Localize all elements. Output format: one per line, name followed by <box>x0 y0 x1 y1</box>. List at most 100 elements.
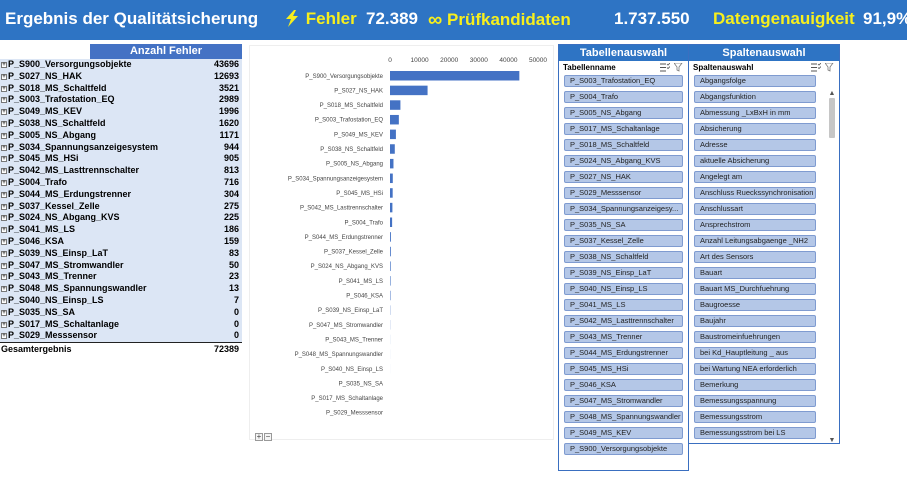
plus-expand-icon[interactable]: + <box>1 250 7 257</box>
plus-expand-icon[interactable]: + <box>1 297 7 304</box>
table-slicer-item[interactable]: P_S003_Trafostation_EQ <box>564 75 683 87</box>
column-slicer-item[interactable]: Bemerkung <box>694 379 816 391</box>
table-slicer-item[interactable]: P_S048_MS_Spannungswandler <box>564 411 683 423</box>
pivot-row[interactable]: + P_S038_NS_Schaltfeld 1620 <box>0 118 242 130</box>
pivot-row[interactable]: + P_S018_MS_Schaltfeld 3521 <box>0 83 242 95</box>
column-slicer-scrollbar[interactable]: ▲ ▼ <box>827 89 837 445</box>
plus-expand-icon[interactable]: + <box>1 238 7 245</box>
plus-expand-icon[interactable]: + <box>1 309 7 316</box>
table-slicer-item[interactable]: P_S004_Trafo <box>564 91 683 103</box>
table-slicer-item[interactable]: P_S005_NS_Abgang <box>564 107 683 119</box>
plus-expand-icon[interactable]: + <box>1 85 7 92</box>
pivot-row[interactable]: + P_S049_MS_KEV 1996 <box>0 106 242 118</box>
error-bar-chart[interactable]: 0 10000 20000 30000 40000 50000 P_S900_Versorg… <box>250 46 553 439</box>
table-slicer-item[interactable]: P_S037_Kessel_Zelle <box>564 235 683 247</box>
table-slicer-item[interactable]: P_S044_MS_Erdungstrenner <box>564 347 683 359</box>
plus-expand-icon[interactable]: + <box>1 203 7 210</box>
column-slicer-item[interactable]: Anschlussart <box>694 203 816 215</box>
table-slicer-item[interactable]: P_S046_KSA <box>564 379 683 391</box>
column-slicer-item[interactable]: bei Kd_Hauptleitung _ aus <box>694 347 816 359</box>
table-slicer-item[interactable]: P_S024_NS_Abgang_KVS <box>564 155 683 167</box>
bar[interactable] <box>390 217 393 228</box>
pivot-row[interactable]: + P_S045_MS_HSi 905 <box>0 153 242 165</box>
plus-expand-icon[interactable]: + <box>1 62 7 68</box>
pivot-row[interactable]: + P_S024_NS_Abgang_KVS 225 <box>0 212 242 224</box>
pivot-row[interactable]: + P_S040_NS_Einsp_LS 7 <box>0 295 242 307</box>
bar[interactable] <box>390 246 391 257</box>
plus-expand-icon[interactable]: + <box>1 144 7 151</box>
pivot-row[interactable]: + P_S037_Kessel_Zelle 275 <box>0 201 242 213</box>
table-slicer-item[interactable]: P_S049_MS_KEV <box>564 427 683 439</box>
column-slicer-item[interactable]: Abgangsfunktion <box>694 91 816 103</box>
scrollbar-track[interactable] <box>827 98 837 436</box>
bar[interactable] <box>390 276 391 286</box>
column-slicer-item[interactable]: Abgangsfolge <box>694 75 816 87</box>
pivot-row[interactable]: + P_S029_Messsensor 0 <box>0 330 242 342</box>
pivot-row[interactable]: + P_S005_NS_Abgang 1171 <box>0 130 242 142</box>
pivot-row[interactable]: + P_S035_NS_SA 0 <box>0 307 242 319</box>
bar[interactable] <box>390 100 401 110</box>
bar[interactable] <box>390 173 393 184</box>
bar[interactable] <box>390 261 391 271</box>
pivot-row[interactable]: + P_S041_MS_LS 186 <box>0 224 242 236</box>
plus-expand-icon[interactable]: + <box>1 274 7 281</box>
column-slicer-item[interactable]: Bemessungsstrom <box>694 411 816 423</box>
table-slicer-item[interactable]: P_S900_Versorgungsobjekte <box>564 443 683 455</box>
column-slicer-item[interactable]: Abmessung _LxBxH in mm <box>694 107 816 119</box>
pivot-row[interactable]: + P_S046_KSA 159 <box>0 236 242 248</box>
table-slicer-item[interactable]: P_S043_MS_Trenner <box>564 331 683 343</box>
scrollbar-thumb[interactable] <box>829 98 835 138</box>
bar[interactable] <box>390 232 391 242</box>
plus-expand-icon[interactable]: + <box>1 215 7 222</box>
table-slicer-item[interactable]: P_S047_MS_Stromwandler <box>564 395 683 407</box>
plus-expand-icon[interactable]: + <box>1 168 7 175</box>
pivot-row[interactable]: + P_S043_MS_Trenner 23 <box>0 271 242 283</box>
pivot-row[interactable]: + P_S004_Trafo 716 <box>0 177 242 189</box>
column-slicer-item[interactable]: Adresse <box>694 139 816 151</box>
table-slicer-item[interactable]: P_S040_NS_Einsp_LS <box>564 283 683 295</box>
bar[interactable] <box>390 188 393 198</box>
plus-expand-icon[interactable]: + <box>1 333 7 340</box>
pivot-row[interactable]: + P_S027_NS_HAK 12693 <box>0 71 242 83</box>
plus-expand-icon[interactable]: + <box>1 120 7 127</box>
table-slicer-item[interactable]: P_S039_NS_Einsp_LaT <box>564 267 683 279</box>
bar[interactable] <box>390 144 395 154</box>
pivot-column-header[interactable]: Anzahl Fehler <box>90 44 242 59</box>
table-slicer-item[interactable]: P_S034_Spannungsanzeigesy... <box>564 203 683 215</box>
column-slicer-item[interactable]: Baustromeinfuehrungen <box>694 331 816 343</box>
column-slicer-item[interactable]: Absicherung <box>694 123 816 135</box>
plus-expand-icon[interactable]: + <box>1 286 7 293</box>
collapse-all-button[interactable]: − <box>264 432 272 441</box>
plus-expand-icon[interactable]: + <box>1 191 7 198</box>
multi-select-icon[interactable] <box>811 62 822 72</box>
multi-select-icon[interactable] <box>660 62 671 72</box>
scroll-up-arrow-icon[interactable]: ▲ <box>828 90 836 97</box>
table-slicer-item[interactable]: P_S038_NS_Schaltfeld <box>564 251 683 263</box>
plus-expand-icon[interactable]: + <box>1 73 7 80</box>
column-slicer-item[interactable]: aktuelle Absicherung <box>694 155 816 167</box>
column-slicer-item[interactable]: bei Wartung NEA erforderlich <box>694 363 816 375</box>
table-slicer-item[interactable]: P_S017_MS_Schaltanlage <box>564 123 683 135</box>
bar[interactable] <box>390 85 428 96</box>
table-slicer-item[interactable]: P_S042_MS_Lasttrennschalter <box>564 315 683 327</box>
column-slicer-item[interactable]: Art des Sensors <box>694 251 816 263</box>
column-slicer-item[interactable]: Ansprechstrom <box>694 219 816 231</box>
clear-filter-icon[interactable] <box>824 62 835 72</box>
table-slicer-item[interactable]: P_S035_NS_SA <box>564 219 683 231</box>
pivot-row[interactable]: + P_S034_Spannungsanzeigesystem 944 <box>0 142 242 154</box>
table-slicer-item[interactable]: P_S018_MS_Schaltfeld <box>564 139 683 151</box>
column-slicer-item[interactable]: Bemessungsstrom bei LS <box>694 427 816 439</box>
table-slicer-item[interactable]: P_S045_MS_HSi <box>564 363 683 375</box>
column-slicer-item[interactable]: Baujahr <box>694 315 816 327</box>
plus-expand-icon[interactable]: + <box>1 156 7 163</box>
bar[interactable] <box>390 114 399 125</box>
column-slicer-item[interactable]: Baugroesse <box>694 299 816 311</box>
plus-expand-icon[interactable]: + <box>1 262 7 269</box>
pivot-row[interactable]: + P_S047_MS_Stromwandler 50 <box>0 260 242 272</box>
pivot-row[interactable]: + P_S048_MS_Spannungswandler 13 <box>0 283 242 295</box>
pivot-row[interactable]: + P_S003_Trafostation_EQ 2989 <box>0 94 242 106</box>
bar[interactable] <box>390 129 396 140</box>
plus-expand-icon[interactable]: + <box>1 227 7 234</box>
column-slicer-item[interactable]: Angelegt am <box>694 171 816 183</box>
pivot-row[interactable]: + P_S039_NS_Einsp_LaT 83 <box>0 248 242 260</box>
